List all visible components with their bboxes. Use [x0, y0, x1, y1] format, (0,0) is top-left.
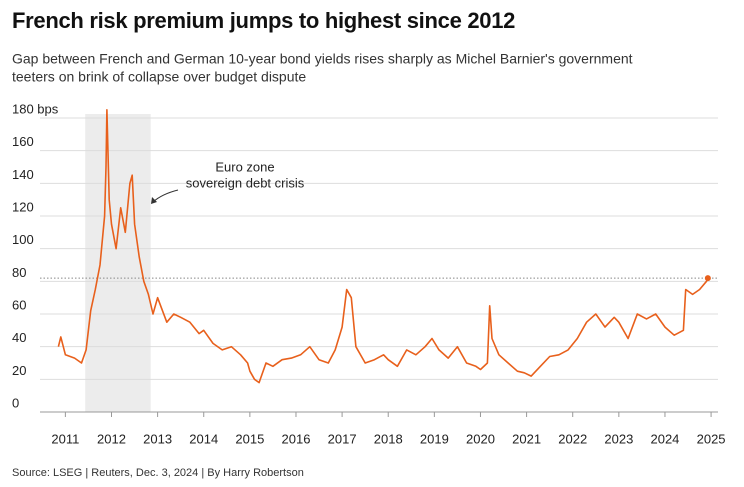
y-tick-label: 120	[12, 199, 34, 214]
x-tick-label: 2022	[558, 431, 587, 446]
x-tick-label: 2020	[466, 431, 495, 446]
x-tick-label: 2021	[512, 431, 541, 446]
x-tick-label: 2014	[189, 431, 218, 446]
x-tick-label: 2017	[328, 431, 357, 446]
x-tick-label: 2013	[143, 431, 172, 446]
x-tick-label: 2018	[374, 431, 403, 446]
x-tick-label: 2025	[697, 431, 726, 446]
annotation-arrowhead	[151, 197, 157, 204]
annotation: Euro zone	[215, 159, 274, 174]
x-tick-label: 2015	[235, 431, 264, 446]
y-tick-label: 20	[12, 363, 26, 378]
x-tick-label: 2024	[650, 431, 679, 446]
subtitle: Gap between French and German 10-year bo…	[12, 51, 633, 67]
line-series	[57, 109, 709, 384]
source: Source: LSEG | Reuters, Dec. 3, 2024 | B…	[12, 467, 304, 479]
y-tick-label: 0	[12, 395, 19, 410]
x-tick-label: 2012	[97, 431, 126, 446]
x-tick-label: 2011	[51, 431, 79, 446]
y-tick-label: 40	[12, 330, 26, 345]
y-tick-label: 140	[12, 167, 34, 182]
end-point	[704, 275, 711, 282]
annotation: sovereign debt crisis	[186, 175, 305, 190]
y-tick-label: 180 bps	[12, 101, 59, 116]
x-tick-label: 2023	[604, 431, 633, 446]
y-tick-label: 160	[12, 134, 34, 149]
chart-title: French risk premium jumps to highest sin…	[12, 8, 515, 33]
x-tick-label: 2016	[282, 431, 311, 446]
y-tick-label: 60	[12, 297, 26, 312]
x-tick-label: 2019	[420, 431, 449, 446]
y-tick-label: 100	[12, 232, 34, 247]
y-tick-label: 80	[12, 265, 26, 280]
subtitle: teeters on brink of collapse over budget…	[12, 69, 306, 85]
annotation-arrow	[152, 189, 179, 203]
